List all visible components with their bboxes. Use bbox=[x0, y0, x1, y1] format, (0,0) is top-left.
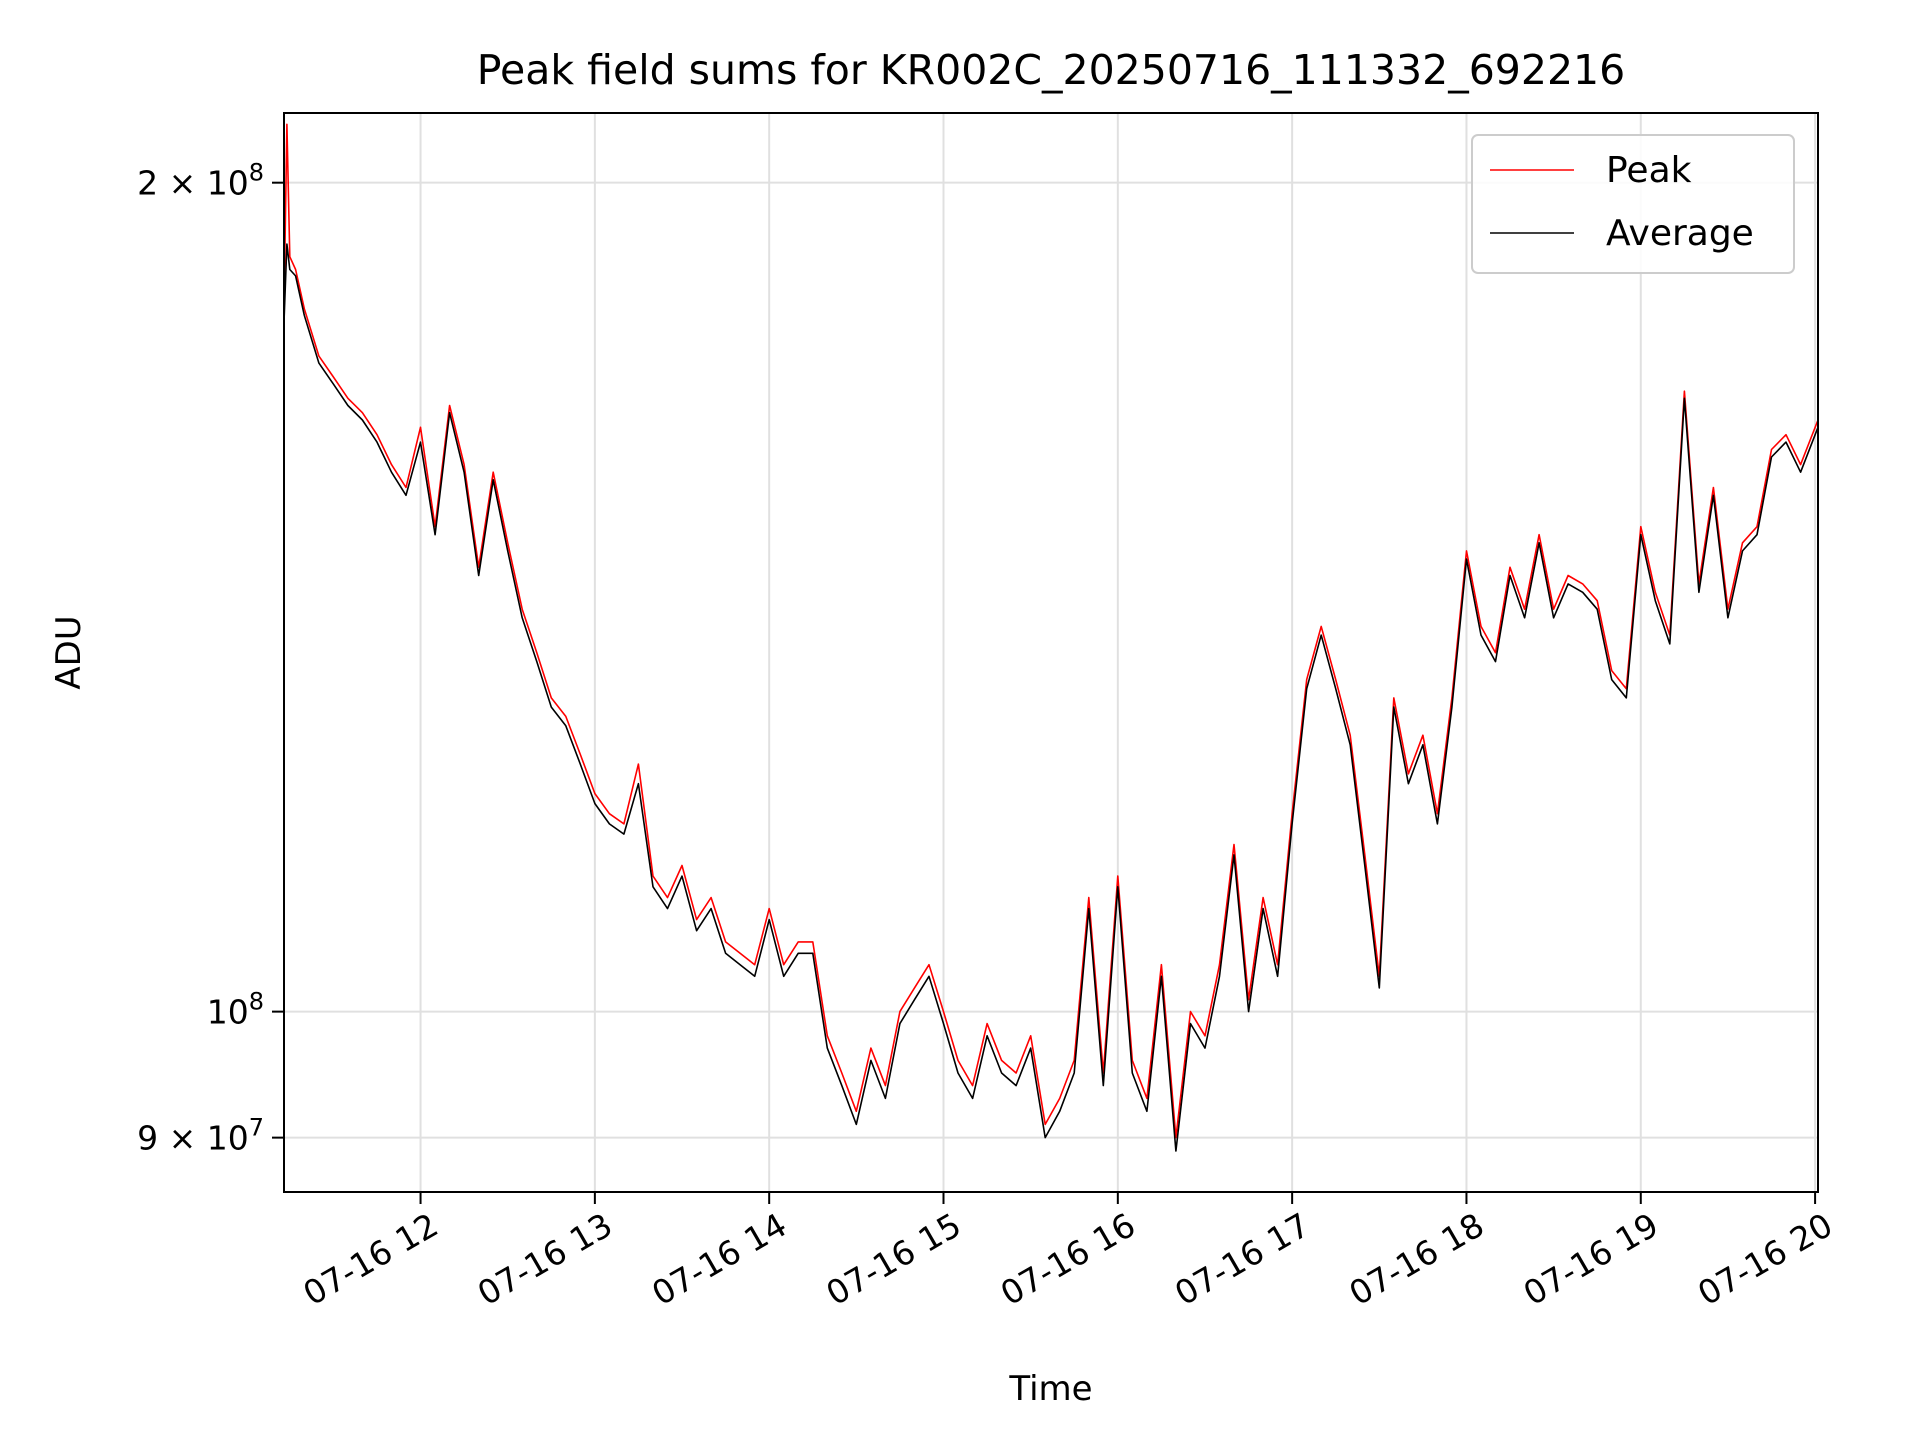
axes-frame bbox=[283, 112, 1819, 1193]
series-line-peak bbox=[283, 123, 1819, 1139]
series-line-average bbox=[283, 243, 1819, 1152]
y-tick-label: 108 bbox=[207, 988, 264, 1032]
y-axis-label: ADU bbox=[49, 615, 89, 689]
y-tick-label: 2 × 108 bbox=[137, 159, 264, 203]
legend: Peak Average bbox=[1471, 134, 1795, 274]
x-axis-label: Time bbox=[1008, 1369, 1092, 1409]
chart-title: Peak field sums for KR002C_20250716_1113… bbox=[477, 46, 1625, 94]
legend-label-peak: Peak bbox=[1606, 150, 1692, 191]
plot-series bbox=[283, 123, 1819, 1152]
legend-label-average: Average bbox=[1606, 213, 1754, 254]
grid bbox=[284, 113, 1818, 1192]
y-tick-label: 9 × 107 bbox=[137, 1114, 264, 1158]
